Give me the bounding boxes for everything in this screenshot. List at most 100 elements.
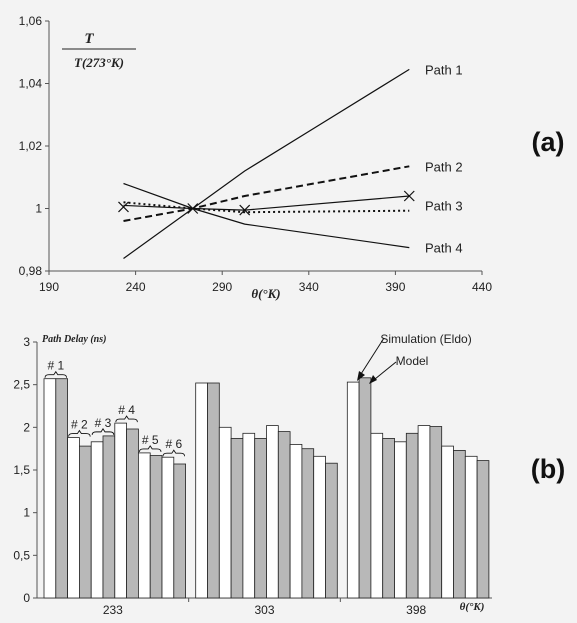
path-bracket-label: # 1	[47, 359, 64, 373]
y-tick-label-b: 1	[23, 506, 30, 520]
y-tick-label-a: 0,98	[19, 264, 43, 278]
bar-model	[405, 432, 419, 599]
bar-simulation	[441, 445, 454, 599]
path-bracket-label: # 4	[118, 403, 135, 417]
y-tick-label-a: 1,02	[19, 139, 43, 153]
path-bracket-label: # 3	[95, 416, 112, 430]
bar-model	[254, 437, 267, 599]
y-tick-label-b: 2,5	[13, 378, 30, 392]
bar-chart-bars	[43, 377, 490, 599]
path-bracket	[162, 449, 186, 457]
legend-simulation-arrow	[360, 337, 385, 375]
bar-model	[358, 377, 372, 599]
bar-model	[173, 463, 187, 599]
x-tick-label-b: 303	[254, 603, 274, 617]
line-chart-ticks: 190 240 290 340 390 440 0,98 1 1,02 1,04 1,06	[19, 14, 493, 294]
legend-model-arrowhead	[369, 375, 377, 384]
x-tick-label-a: 440	[472, 280, 492, 294]
x-marker-stroke	[118, 201, 129, 213]
bar-simulation	[266, 425, 279, 599]
bar-simulation	[242, 432, 256, 599]
bar-model	[301, 448, 315, 599]
bar-simulation	[313, 455, 326, 599]
x-tick-label-a: 240	[126, 280, 146, 294]
path-bracket	[68, 429, 91, 437]
line-chart-series-labels: Path 1 Path 2 Path 3 Path 4	[425, 62, 463, 255]
x-tick-label-a: 290	[212, 280, 232, 294]
x-tick-label-a: 190	[39, 280, 59, 294]
path-bracket-label: # 5	[142, 433, 159, 447]
bar-model	[429, 426, 443, 599]
x-marker-stroke	[187, 203, 199, 214]
legend-model: Model	[396, 354, 429, 368]
x-marker-stroke	[239, 204, 251, 216]
line-chart-series	[123, 68, 410, 259]
bar-chart-ticks: 0 0,5 1 1,5 2 2,5 3 233 303 398	[13, 335, 426, 617]
y-tick-label-b: 3	[23, 335, 30, 349]
x-marker	[239, 204, 251, 216]
bar-model	[149, 455, 163, 599]
bar-model	[453, 449, 466, 599]
bar-model	[382, 437, 395, 599]
x-tick-label-a: 340	[299, 280, 319, 294]
bar-simulation	[137, 452, 151, 599]
series-line-path-3	[123, 195, 410, 211]
legend-simulation-arrowhead	[357, 371, 365, 381]
path-brackets: # 1 # 2 # 3 # 4 # 5 # 6	[44, 359, 186, 457]
bar-chart-legend: Simulation (Eldo) Model	[357, 332, 472, 384]
bar-model	[126, 428, 139, 599]
legend-model-arrow	[374, 361, 397, 380]
bar-simulation	[90, 441, 104, 599]
y-axis-label-b: Path Delay (ns)	[42, 334, 106, 345]
bar-simulation	[346, 381, 360, 599]
y-tick-label-b: 0,5	[13, 548, 30, 562]
bar-model	[230, 437, 244, 599]
line-chart-markers	[118, 190, 415, 216]
series-line-path-1	[123, 68, 410, 259]
path-bracket-label: # 6	[165, 437, 182, 451]
bar-model	[55, 378, 68, 599]
path-bracket-label: # 2	[71, 418, 88, 432]
bar-simulation	[464, 455, 478, 599]
y-axis-label-numerator: T	[84, 31, 94, 47]
bar-model	[476, 460, 490, 599]
legend-simulation: Simulation (Eldo)	[380, 332, 471, 346]
series-label-path-1: Path 1	[425, 62, 463, 77]
bar-simulation	[67, 437, 80, 599]
bar-model	[207, 382, 220, 599]
y-axis-label-denominator: T(273°K)	[74, 55, 124, 70]
bar-simulation	[394, 441, 407, 599]
series-label-path-3: Path 3	[425, 198, 463, 213]
x-marker-stroke	[403, 190, 415, 202]
bar-model	[325, 462, 338, 599]
bar-simulation	[218, 426, 232, 599]
series-line-dotted-4	[123, 201, 410, 214]
series-line-path-2	[123, 165, 410, 222]
x-tick-label-a: 390	[385, 280, 405, 294]
bar-model	[79, 445, 92, 599]
y-tick-label-a: 1,04	[19, 77, 43, 91]
series-line-path-4	[123, 182, 410, 249]
y-tick-label-a: 1,06	[19, 14, 43, 28]
x-marker	[403, 190, 415, 202]
path-bracket	[138, 445, 162, 452]
path-bracket	[44, 370, 68, 378]
y-tick-label-b: 0	[23, 591, 30, 605]
line-chart-a: 190 240 290 340 390 440 0,98 1 1,02 1,04 1,06 Path…	[19, 14, 565, 301]
x-axis-label-b: θ(°K)	[460, 601, 485, 613]
y-tick-label-b: 2	[23, 420, 30, 434]
path-bracket	[91, 428, 115, 435]
series-label-path-2: Path 2	[425, 159, 463, 174]
x-tick-label-b: 233	[103, 603, 123, 617]
x-marker	[118, 201, 129, 213]
bar-model	[102, 435, 116, 599]
x-axis-label-a: θ(°K)	[251, 286, 280, 301]
bar-simulation	[114, 422, 128, 599]
bar-simulation	[417, 425, 431, 599]
panel-label-b: (b)	[531, 454, 565, 484]
bar-simulation	[370, 432, 384, 599]
y-tick-label-b: 1,5	[13, 463, 30, 477]
x-tick-label-b: 398	[406, 603, 426, 617]
